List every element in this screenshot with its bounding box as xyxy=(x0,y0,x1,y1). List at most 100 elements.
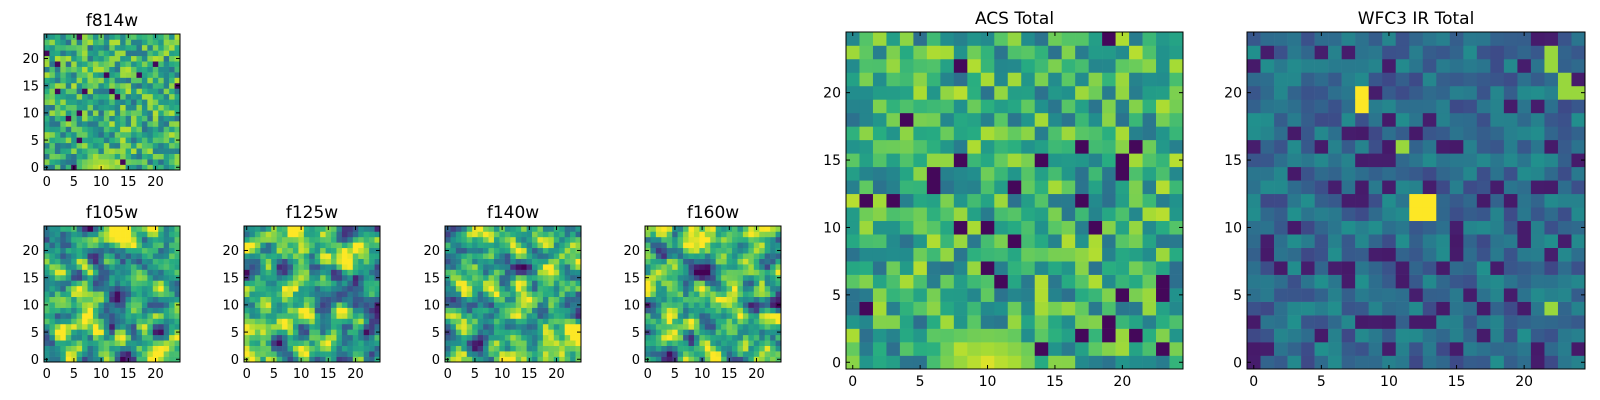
heatmap-cell xyxy=(570,285,576,292)
heatmap-cell xyxy=(49,351,56,357)
heatmap-cell xyxy=(87,274,94,281)
heatmap-cell xyxy=(770,247,776,254)
heatmap-cell xyxy=(980,180,995,195)
heatmap-cell xyxy=(575,258,582,265)
y-tick-label: 15 xyxy=(22,79,39,94)
heatmap-cell xyxy=(131,77,137,84)
heatmap-cell xyxy=(1301,342,1315,356)
heatmap-cell xyxy=(737,236,744,243)
heatmap-cell xyxy=(174,307,181,314)
y-tick-label: 10 xyxy=(22,107,39,122)
heatmap-cell xyxy=(1007,207,1022,222)
heatmap-cell xyxy=(136,242,143,249)
heatmap-cell xyxy=(287,242,294,249)
heatmap-cell xyxy=(1048,166,1062,181)
heatmap-cell xyxy=(114,242,121,249)
heatmap-cell xyxy=(953,99,968,114)
heatmap-cell xyxy=(510,340,517,346)
heatmap-cell xyxy=(1490,85,1505,100)
heatmap-cell xyxy=(103,148,110,154)
heatmap-cell xyxy=(926,342,941,356)
heatmap-cell xyxy=(1490,32,1505,46)
heatmap-cell xyxy=(450,334,457,341)
heatmap-cell xyxy=(548,269,555,276)
heatmap-cell xyxy=(249,247,256,254)
heatmap-cell xyxy=(65,285,72,292)
heatmap-cell xyxy=(1517,288,1532,302)
heatmap-cell xyxy=(710,242,717,249)
heatmap-cell xyxy=(265,334,272,341)
heatmap-cell xyxy=(325,323,332,330)
heatmap-cell xyxy=(163,88,170,95)
heatmap-cell xyxy=(1287,328,1302,343)
heatmap-cell xyxy=(886,301,901,316)
heatmap-cell xyxy=(287,247,294,254)
heatmap-cell xyxy=(688,307,695,314)
heatmap-cell xyxy=(152,61,159,67)
heatmap-cell xyxy=(526,231,533,238)
heatmap-cell xyxy=(1274,342,1288,356)
heatmap-cell xyxy=(515,236,522,243)
y-tick-label: 15 xyxy=(823,153,841,169)
heatmap-cell xyxy=(141,99,148,106)
heatmap-cell xyxy=(732,334,738,341)
heatmap-cell xyxy=(980,99,995,114)
heatmap-cell xyxy=(1314,247,1329,262)
heatmap-cell xyxy=(147,55,154,62)
heatmap-cell xyxy=(125,264,132,270)
heatmap-cell xyxy=(87,296,94,303)
heatmap-cell xyxy=(504,356,511,363)
heatmap-cell xyxy=(71,88,77,95)
heatmap-cell xyxy=(158,264,164,270)
heatmap-cell xyxy=(82,66,88,73)
heatmap-cell xyxy=(1007,328,1022,343)
heatmap-cell xyxy=(472,302,478,308)
heatmap-cell xyxy=(650,291,657,298)
panel-title: f140w xyxy=(487,203,539,223)
heatmap-cell xyxy=(71,50,77,57)
heatmap-cell xyxy=(120,110,126,116)
heatmap-cell xyxy=(341,247,348,254)
heatmap-cell xyxy=(265,291,272,298)
heatmap-cell xyxy=(521,264,527,270)
heatmap-cell xyxy=(1021,355,1036,370)
heatmap-cell xyxy=(537,258,544,265)
heatmap-cell xyxy=(109,351,116,357)
heatmap-cell xyxy=(336,226,343,232)
heatmap-cell xyxy=(320,307,326,314)
heatmap-cell xyxy=(331,356,337,363)
heatmap-cell xyxy=(742,258,749,265)
heatmap-cell xyxy=(455,296,462,303)
heatmap-cell xyxy=(60,323,67,330)
heatmap-cell xyxy=(358,345,364,352)
heatmap-cell xyxy=(926,166,941,181)
heatmap-cell xyxy=(114,274,121,281)
heatmap-cell xyxy=(44,280,50,287)
heatmap-cell xyxy=(461,302,468,308)
heatmap-cell xyxy=(488,258,495,265)
heatmap-cell xyxy=(152,340,159,346)
heatmap-cell xyxy=(49,280,56,287)
heatmap-cell xyxy=(661,302,668,308)
heatmap-cell xyxy=(60,329,67,336)
heatmap-cell xyxy=(1021,139,1036,154)
heatmap-cell xyxy=(260,285,267,292)
heatmap-cell xyxy=(174,258,181,265)
heatmap-cell xyxy=(450,236,457,243)
heatmap-cell xyxy=(450,258,457,265)
heatmap-cell xyxy=(764,269,771,276)
heatmap-cell xyxy=(688,291,695,298)
heatmap-cell xyxy=(1328,72,1342,87)
heatmap-cell xyxy=(1021,85,1036,100)
heatmap-cell xyxy=(298,329,305,336)
heatmap-cell xyxy=(114,296,121,303)
heatmap-cell xyxy=(1409,207,1424,222)
heatmap-cell xyxy=(564,313,571,319)
x-tick-label: 20 xyxy=(548,367,565,382)
heatmap-cell xyxy=(92,82,99,89)
heatmap-cell xyxy=(320,280,326,287)
heatmap-cell xyxy=(1341,247,1356,262)
x-tick-label: 10 xyxy=(93,175,110,190)
